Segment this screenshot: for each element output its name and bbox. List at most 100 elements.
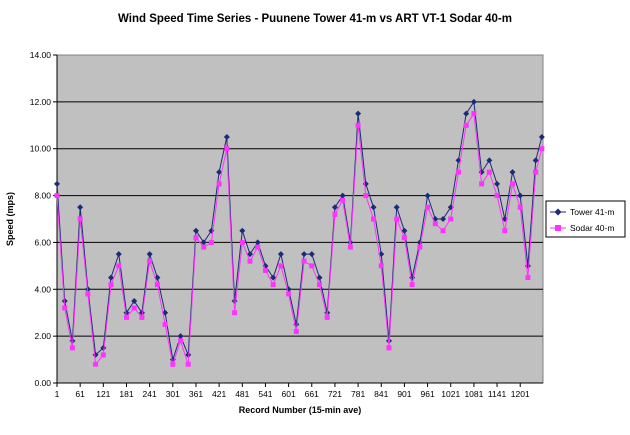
x-tick-label: 481: [235, 389, 249, 399]
series-line-tower-41-m: [56, 100, 543, 360]
series-sodar-40-m: [54, 111, 545, 367]
data-point-sodar-40-m: [208, 239, 214, 245]
data-point-sodar-40-m: [324, 314, 330, 320]
x-tick-label: 301: [166, 389, 180, 399]
data-point-tower-41-m: [316, 274, 323, 281]
data-point-sodar-40-m: [54, 193, 60, 199]
data-point-sodar-40-m: [378, 263, 384, 269]
data-point-sodar-40-m: [371, 216, 377, 222]
data-point-tower-41-m: [146, 251, 153, 258]
data-point-sodar-40-m: [131, 305, 137, 311]
data-point-sodar-40-m: [224, 146, 230, 152]
data-point-sodar-40-m: [401, 235, 407, 241]
data-point-tower-41-m: [440, 216, 447, 222]
data-point-tower-41-m: [138, 309, 145, 316]
data-point-sodar-40-m: [239, 239, 245, 245]
data-point-sodar-40-m: [216, 181, 222, 187]
data-point-sodar-40-m: [116, 263, 122, 269]
legend-marker-sodar: [555, 225, 561, 231]
data-point-sodar-40-m: [262, 268, 268, 274]
data-point-tower-41-m: [355, 110, 362, 117]
data-point-sodar-40-m: [286, 291, 292, 297]
data-point-sodar-40-m: [517, 204, 523, 210]
data-point-sodar-40-m: [455, 169, 461, 175]
data-point-sodar-40-m: [100, 352, 106, 358]
data-point-sodar-40-m: [448, 216, 454, 222]
data-point-sodar-40-m: [255, 244, 261, 250]
y-tick-label: 12.00: [30, 97, 52, 107]
data-point-tower-41-m: [517, 192, 524, 199]
data-point-tower-41-m: [223, 134, 230, 140]
x-tick-label: 361: [189, 389, 203, 399]
x-tick-label: 841: [374, 389, 388, 399]
data-point-sodar-40-m: [185, 361, 191, 367]
y-tick-label: 8.00: [34, 191, 51, 201]
legend-marker-tower: [554, 208, 562, 216]
data-point-tower-41-m: [123, 309, 130, 316]
data-point-tower-41-m: [185, 351, 192, 358]
data-point-sodar-40-m: [193, 235, 199, 241]
x-tick-label: 1: [55, 389, 60, 399]
data-point-sodar-40-m: [123, 314, 129, 320]
x-tick-label: 901: [397, 389, 411, 399]
x-tick-label: 541: [258, 389, 272, 399]
x-tick-label: 1021: [441, 389, 460, 399]
data-point-sodar-40-m: [85, 291, 91, 297]
data-point-tower-41-m: [470, 98, 477, 105]
data-point-sodar-40-m: [139, 314, 145, 320]
legend-label-sodar: Sodar 40-m: [570, 223, 614, 233]
data-point-sodar-40-m: [417, 244, 423, 250]
data-point-tower-41-m: [177, 333, 184, 340]
data-point-sodar-40-m: [394, 216, 400, 222]
data-point-sodar-40-m: [154, 282, 160, 288]
x-tick-label: 721: [328, 389, 342, 399]
data-point-sodar-40-m: [69, 345, 75, 351]
data-point-sodar-40-m: [525, 275, 531, 281]
x-axis-label: Record Number (15-min ave): [239, 405, 362, 415]
y-axis-label: Speed (mps): [5, 192, 15, 246]
data-point-tower-41-m: [370, 204, 377, 211]
data-point-tower-41-m: [509, 169, 516, 176]
legend: Tower 41-m Sodar 40-m: [545, 200, 626, 238]
data-point-sodar-40-m: [363, 193, 369, 199]
y-tick-label: 4.00: [34, 284, 51, 294]
data-point-sodar-40-m: [386, 345, 392, 351]
data-point-tower-41-m: [494, 180, 501, 187]
data-point-sodar-40-m: [232, 310, 238, 316]
data-point-sodar-40-m: [247, 258, 253, 264]
x-tick-label: 781: [351, 389, 365, 399]
chart-title: Wind Speed Time Series - Puunene Tower 4…: [118, 13, 512, 25]
data-point-tower-41-m: [331, 204, 338, 211]
series-line-sodar-40-m: [56, 112, 543, 367]
data-point-tower-41-m: [108, 274, 115, 281]
data-point-sodar-40-m: [355, 122, 361, 128]
y-tick-label: 14.00: [30, 50, 52, 60]
data-point-tower-41-m: [538, 134, 545, 140]
data-point-sodar-40-m: [340, 197, 346, 203]
data-point-sodar-40-m: [170, 361, 176, 367]
data-point-sodar-40-m: [201, 244, 207, 250]
data-point-sodar-40-m: [293, 328, 299, 334]
data-point-sodar-40-m: [108, 282, 114, 288]
data-point-tower-41-m: [100, 344, 107, 351]
data-point-tower-41-m: [401, 227, 408, 234]
x-tick-label: 121: [96, 389, 110, 399]
data-point-sodar-40-m: [77, 216, 83, 222]
x-tick-label: 421: [212, 389, 226, 399]
data-point-tower-41-m: [486, 157, 493, 164]
data-point-tower-41-m: [131, 298, 138, 304]
data-point-sodar-40-m: [425, 204, 431, 210]
data-point-tower-41-m: [239, 227, 246, 234]
data-point-sodar-40-m: [309, 263, 315, 269]
data-point-sodar-40-m: [178, 338, 184, 344]
x-tick-label: 1201: [511, 389, 530, 399]
data-point-sodar-40-m: [162, 321, 168, 327]
data-point-sodar-40-m: [539, 146, 545, 152]
data-point-tower-41-m: [308, 251, 315, 258]
x-tick-label: 181: [119, 389, 133, 399]
data-point-tower-41-m: [254, 239, 261, 246]
y-tick-label: 0.00: [34, 378, 51, 388]
data-point-sodar-40-m: [278, 263, 284, 269]
data-point-sodar-40-m: [409, 282, 415, 288]
